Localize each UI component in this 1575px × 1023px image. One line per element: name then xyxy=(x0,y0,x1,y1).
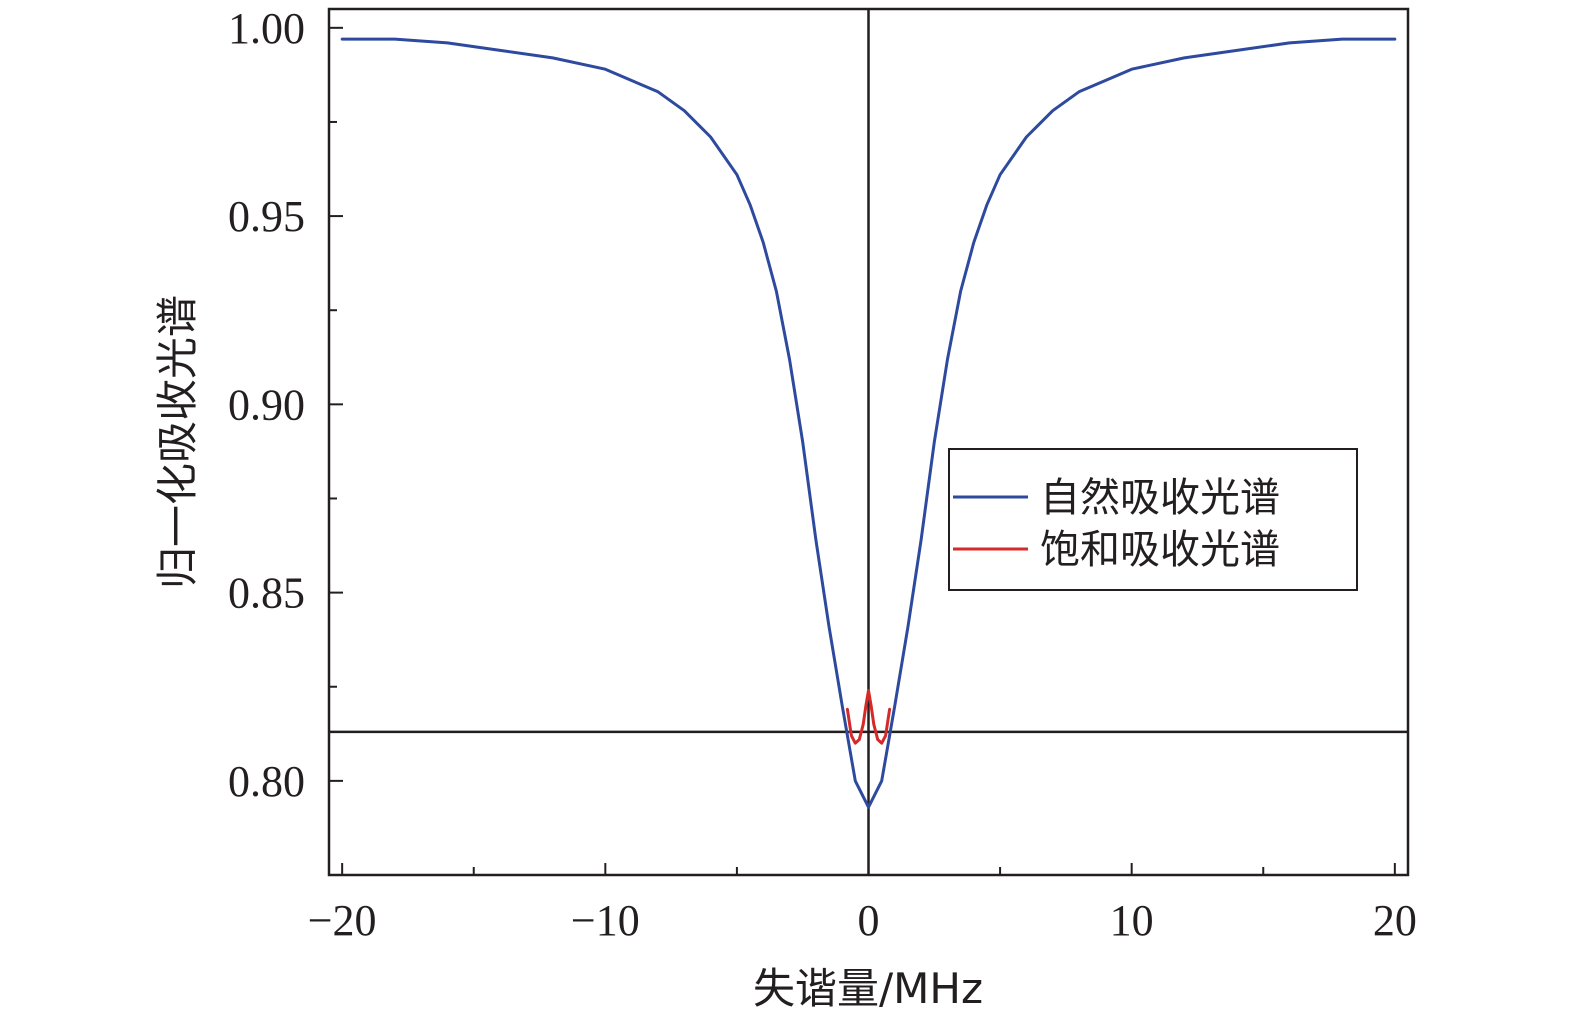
legend-label-1: 自然吸收光谱 xyxy=(1040,475,1280,521)
y-tick-label: 0.80 xyxy=(228,757,305,806)
x-tick-label: 0 xyxy=(858,896,880,945)
y-tick-label: 1.00 xyxy=(228,4,305,53)
x-tick-label: −20 xyxy=(308,896,377,945)
x-axis-title: 失谐量/MHz xyxy=(753,964,983,1013)
ticks-layer xyxy=(329,26,1396,875)
y-tick-label: 0.85 xyxy=(228,569,305,618)
series-line-1 xyxy=(340,37,1397,809)
series-line-2 xyxy=(845,689,892,745)
x-tick-label: −10 xyxy=(571,896,640,945)
x-tick-label: 20 xyxy=(1373,896,1417,945)
y-axis-title: 归一化吸收光谱 xyxy=(153,295,202,589)
legend-label-2: 饱和吸收光谱 xyxy=(1040,527,1280,573)
y-tick-label: 0.95 xyxy=(228,192,305,241)
series-layer xyxy=(340,37,1397,809)
reference-lines xyxy=(329,9,1408,875)
x-tick-label: 10 xyxy=(1110,896,1154,945)
tick-labels-layer: −20 −10 0 10 20 0.80 0.85 0.90 0.95 1.00 xyxy=(228,4,1417,945)
y-tick-label: 0.90 xyxy=(228,380,305,429)
legend-box xyxy=(948,448,1358,591)
